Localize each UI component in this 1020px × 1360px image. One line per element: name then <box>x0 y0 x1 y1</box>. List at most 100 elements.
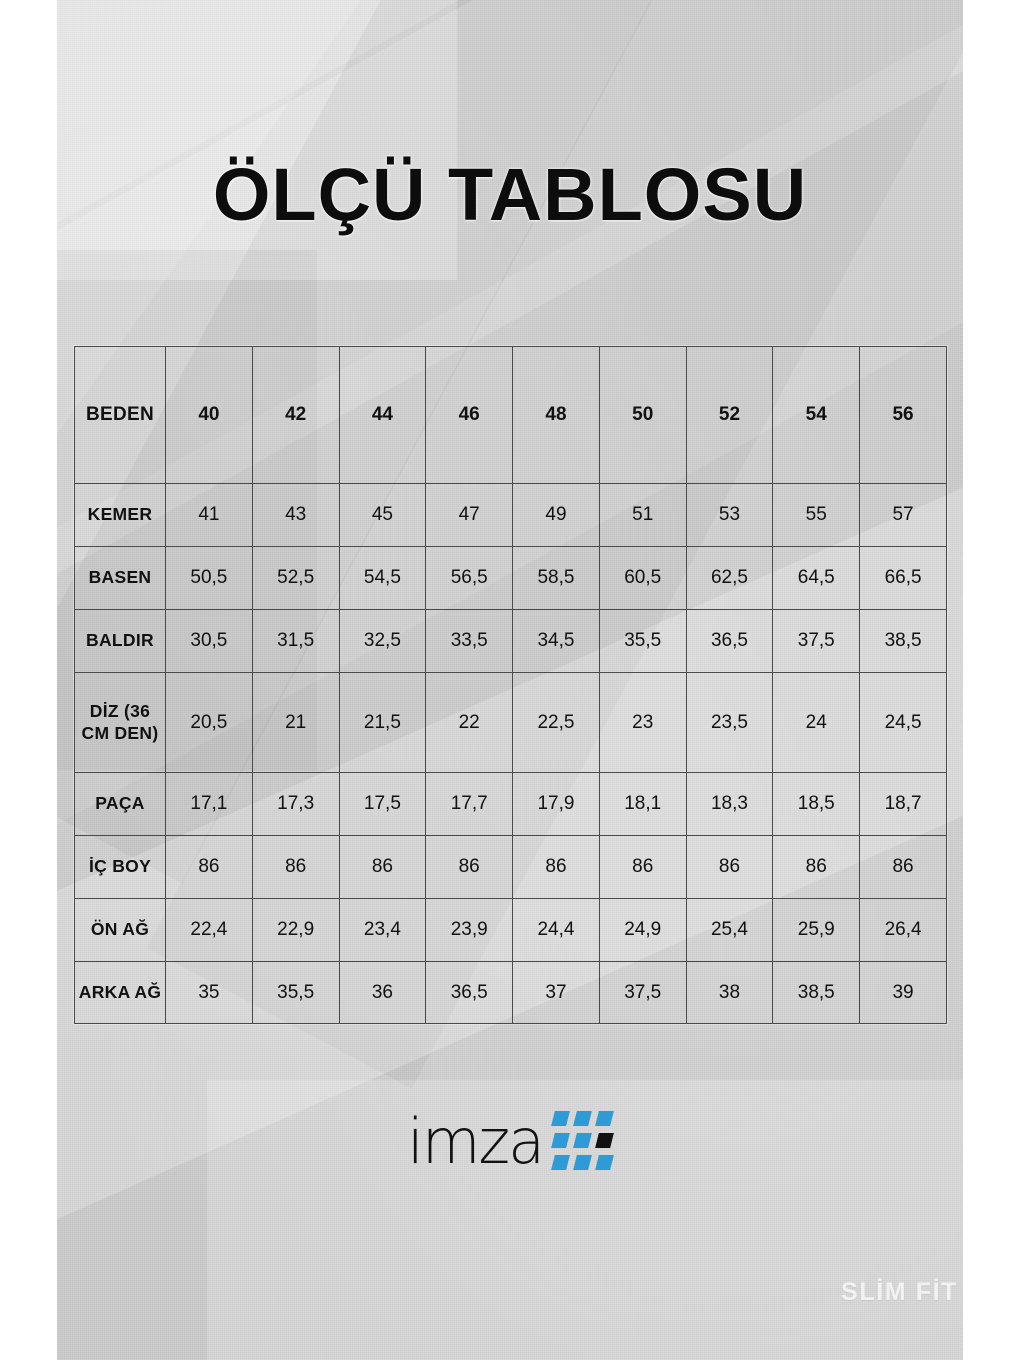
cell: 30,5 <box>165 609 253 673</box>
cell: 38,5 <box>772 961 861 1024</box>
cell: 23,5 <box>685 672 774 773</box>
cell: 18,3 <box>685 772 774 836</box>
table-row: ÖN AĞ 22,4 22,9 23,4 23,9 24,4 24,9 25,4… <box>74 898 947 962</box>
cell: 58,5 <box>512 546 600 610</box>
row-label-arka-ag: ARKA AĞ <box>74 961 166 1024</box>
cell: 62,5 <box>685 546 774 610</box>
cell: 56,5 <box>425 546 514 610</box>
cell: 17,3 <box>251 772 340 836</box>
cell: 49 <box>512 483 600 547</box>
cell: 20,5 <box>165 672 253 773</box>
row-label-baldir: BALDIR <box>74 609 166 673</box>
cell: 55 <box>772 483 861 547</box>
cell: 24,4 <box>512 898 600 962</box>
column-header-52: 52 <box>685 346 774 484</box>
cell: 54,5 <box>338 546 427 610</box>
cell: 86 <box>251 835 340 899</box>
cell: 35,5 <box>598 609 687 673</box>
column-header-42: 42 <box>251 346 340 484</box>
cell: 37,5 <box>598 961 687 1024</box>
row-label-on-ag: ÖN AĞ <box>74 898 166 962</box>
logo-dot <box>573 1110 593 1126</box>
table-row: PAÇA 17,1 17,3 17,5 17,7 17,9 18,1 18,3 … <box>74 772 947 836</box>
fit-label: SLİM FİT <box>841 1278 958 1306</box>
cell: 35 <box>165 961 253 1024</box>
logo-dot <box>551 1110 571 1126</box>
cell: 86 <box>338 835 427 899</box>
cell: 86 <box>598 835 687 899</box>
cell: 23 <box>598 672 687 773</box>
table-row: İÇ BOY 86 86 86 86 86 86 86 86 86 <box>74 835 947 899</box>
cell: 23,9 <box>425 898 514 962</box>
table-row: BALDIR 30,5 31,5 32,5 33,5 34,5 35,5 36,… <box>74 609 947 673</box>
cell: 18,5 <box>772 772 861 836</box>
logo-dot <box>551 1154 571 1170</box>
cell: 24 <box>772 672 861 773</box>
logo-dot-dark <box>595 1132 615 1148</box>
cell: 17,7 <box>425 772 514 836</box>
logo-dot-grid-icon <box>551 1110 615 1170</box>
page-title: ÖLÇÜ TABLOSU <box>212 153 808 236</box>
logo-dot <box>573 1154 593 1170</box>
table-row: KEMER 41 43 45 47 49 51 53 55 57 <box>74 483 947 547</box>
cell: 45 <box>338 483 427 547</box>
cell: 66,5 <box>859 546 947 610</box>
cell: 34,5 <box>512 609 600 673</box>
logo-dot <box>595 1154 615 1170</box>
cell: 25,4 <box>685 898 774 962</box>
logo-wordmark: imza <box>407 1105 545 1178</box>
cell: 22,9 <box>251 898 340 962</box>
cell: 43 <box>251 483 340 547</box>
cell: 33,5 <box>425 609 514 673</box>
row-label-ic-boy: İÇ BOY <box>74 835 166 899</box>
column-header-56: 56 <box>859 346 947 484</box>
logo-dot <box>551 1132 571 1148</box>
cell: 22 <box>425 672 514 773</box>
cell: 52,5 <box>251 546 340 610</box>
cell: 21 <box>251 672 340 773</box>
cell: 17,1 <box>165 772 253 836</box>
cell: 35,5 <box>251 961 340 1024</box>
cell: 24,5 <box>859 672 947 773</box>
cell: 36,5 <box>685 609 774 673</box>
cell: 37 <box>512 961 600 1024</box>
row-label-paca: PAÇA <box>74 772 166 836</box>
column-header-beden: BEDEN <box>74 346 166 484</box>
cell: 47 <box>425 483 514 547</box>
cell: 38 <box>685 961 774 1024</box>
cell: 17,9 <box>512 772 600 836</box>
cell: 50,5 <box>165 546 253 610</box>
column-header-44: 44 <box>338 346 427 484</box>
cell: 38,5 <box>859 609 947 673</box>
cell: 18,7 <box>859 772 947 836</box>
cell: 17,5 <box>338 772 427 836</box>
cell: 86 <box>425 835 514 899</box>
table-header-row: BEDEN 40 42 44 46 48 50 52 54 56 <box>74 346 947 484</box>
cell: 86 <box>772 835 861 899</box>
cell: 24,9 <box>598 898 687 962</box>
cell: 23,4 <box>338 898 427 962</box>
cell: 26,4 <box>859 898 947 962</box>
cell: 18,1 <box>598 772 687 836</box>
table-row: ARKA AĞ 35 35,5 36 36,5 37 37,5 38 38,5 … <box>74 961 947 1024</box>
cell: 22,5 <box>512 672 600 773</box>
cell: 86 <box>685 835 774 899</box>
cell: 37,5 <box>772 609 861 673</box>
column-header-54: 54 <box>772 346 861 484</box>
cell: 60,5 <box>598 546 687 610</box>
cell: 22,4 <box>165 898 253 962</box>
column-header-50: 50 <box>598 346 687 484</box>
cell: 57 <box>859 483 947 547</box>
row-label-diz: DİZ (36 CM DEN) <box>74 672 166 773</box>
cell: 86 <box>859 835 947 899</box>
cell: 51 <box>598 483 687 547</box>
column-header-48: 48 <box>512 346 600 484</box>
size-measurements-table: BEDEN 40 42 44 46 48 50 52 54 56 KEMER 4… <box>74 346 947 1024</box>
column-header-46: 46 <box>425 346 514 484</box>
imza-logo: imza <box>405 1102 635 1182</box>
cell: 53 <box>685 483 774 547</box>
cell: 41 <box>165 483 253 547</box>
cell: 31,5 <box>251 609 340 673</box>
cell: 39 <box>859 961 947 1024</box>
